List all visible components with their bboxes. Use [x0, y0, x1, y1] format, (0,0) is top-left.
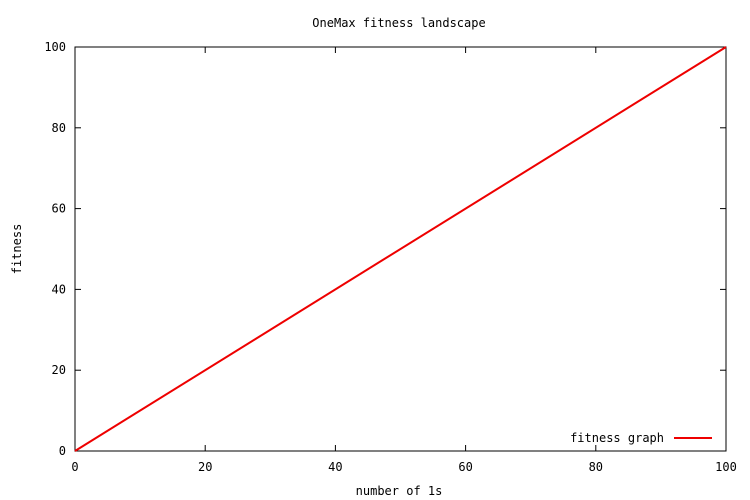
y-axis-label: fitness — [10, 224, 24, 275]
y-tick-label: 100 — [44, 40, 66, 54]
x-tick-label: 80 — [589, 460, 603, 474]
y-axis-ticks: 0 20 40 60 80 100 — [44, 40, 726, 458]
chart-title: OneMax fitness landscape — [312, 16, 485, 30]
series-layer — [74, 46, 727, 452]
x-tick-label: 0 — [71, 460, 78, 474]
series-line-fitness-graph — [74, 46, 727, 452]
legend: fitness graph — [570, 431, 712, 445]
y-tick-label: 60 — [52, 202, 66, 216]
x-axis-label: number of 1s — [356, 484, 443, 498]
x-tick-label: 40 — [328, 460, 342, 474]
x-axis-ticks: 0 20 40 60 80 100 — [71, 47, 737, 474]
x-tick-label: 20 — [198, 460, 212, 474]
y-tick-label: 20 — [52, 363, 66, 377]
plot-frame — [74, 46, 727, 452]
legend-entry-fitness-graph: fitness graph — [570, 431, 664, 445]
y-tick-label: 80 — [52, 121, 66, 135]
x-tick-label: 100 — [715, 460, 737, 474]
x-tick-label: 60 — [458, 460, 472, 474]
y-tick-label: 40 — [52, 282, 66, 296]
y-tick-label: 0 — [59, 444, 66, 458]
